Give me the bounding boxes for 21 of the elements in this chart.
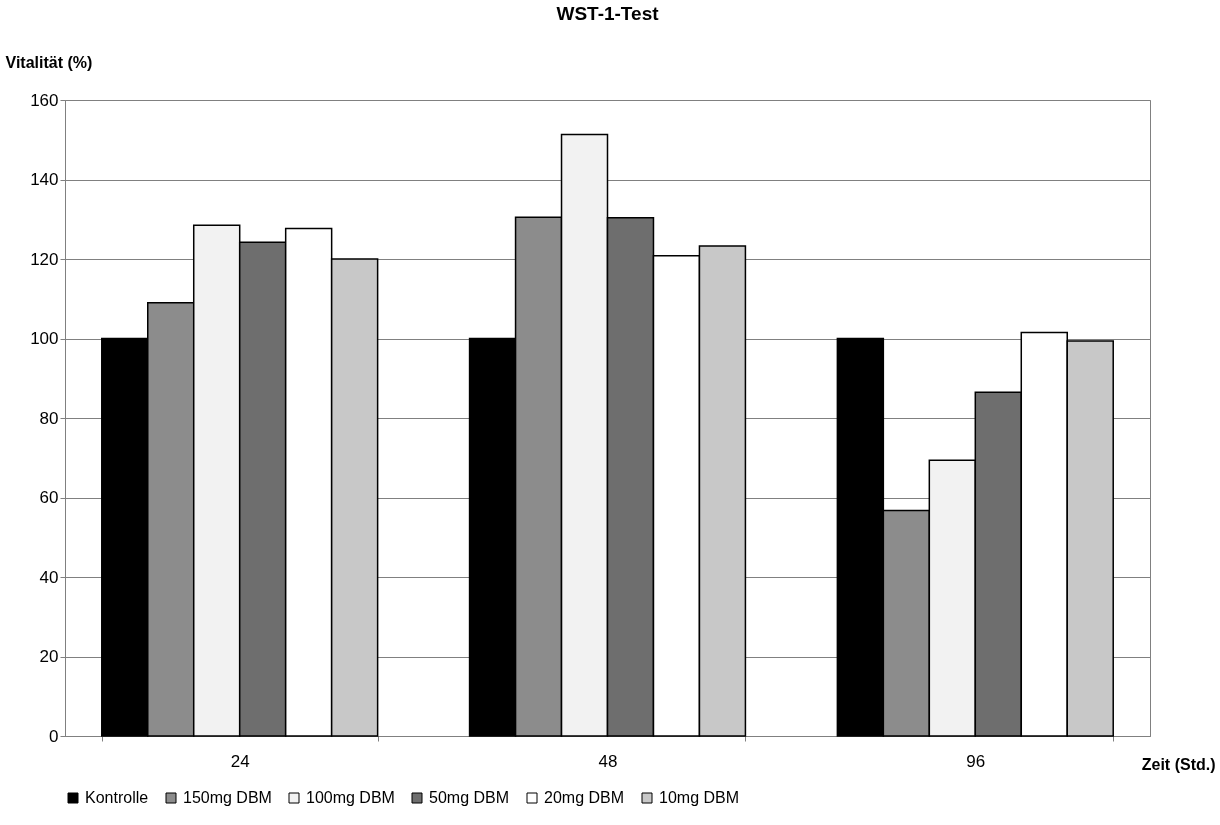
- y-tick-label: 60: [39, 488, 59, 507]
- chart-title: WST-1-Test: [556, 3, 660, 24]
- legend-label: 50mg DBM: [429, 789, 510, 806]
- y-tick-label: 40: [39, 567, 59, 587]
- y-tick-label: 20: [39, 647, 59, 666]
- y-tick-label: 120: [30, 249, 59, 269]
- legend-label: 10mg DBM: [659, 789, 740, 806]
- y-axis-title: Vitalität (%): [5, 53, 93, 71]
- legend-label: Kontrolle: [85, 789, 149, 806]
- legend-label: 100mg DBM: [306, 789, 395, 806]
- x-tick-label: 96: [966, 751, 986, 771]
- y-tick-label: 140: [30, 170, 59, 189]
- y-tick-label: 80: [39, 408, 59, 428]
- y-tick-label: 160: [30, 90, 59, 110]
- x-tick-label: 48: [598, 751, 618, 771]
- x-tick-label: 24: [230, 751, 250, 771]
- x-axis-title: Zeit (Std.): [1141, 755, 1216, 773]
- legend-label: 150mg DBM: [183, 789, 272, 806]
- y-tick-label: 100: [30, 329, 59, 348]
- legend-label: 20mg DBM: [544, 789, 625, 806]
- y-tick-label: 0: [49, 726, 59, 746]
